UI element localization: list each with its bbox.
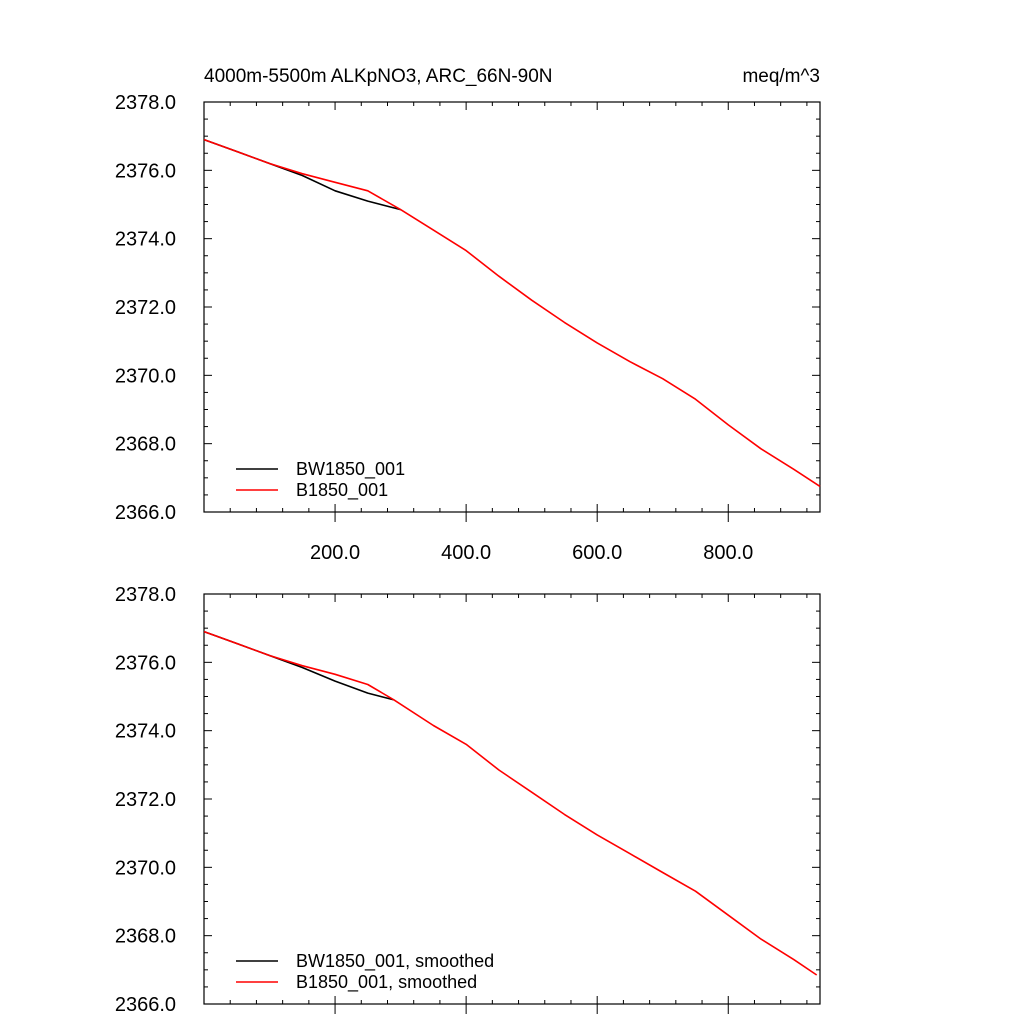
y-tick-label: 2374.0 [115,229,176,251]
y-tick-label: 2370.0 [115,365,176,387]
y-tick-label: 2376.0 [115,160,176,182]
y-tick-label: 2366.0 [115,994,176,1016]
x-tick-label: 400.0 [441,542,491,564]
y-tick-label: 2378.0 [115,584,176,606]
y-tick-label: 2368.0 [115,926,176,948]
chart-title: 4000m-5500m ALKpNO3, ARC_66N-90N [204,66,553,87]
bottom-chart-panel: 2366.0 2368.0 2370.0 2372.0 2374.0 2376.0 2378… [115,584,821,1016]
x-tick-label: 200.0 [310,542,360,564]
y-tick-label: 2378.0 [115,92,176,114]
units-label: meq/m^3 [742,66,820,87]
y-tick-label: 2372.0 [115,297,176,319]
plot-frame [203,101,821,513]
y-tick-label: 2372.0 [115,789,176,811]
x-tick-label: 600.0 [572,542,622,564]
series-line-1 [203,138,821,488]
y-tick-label: 2366.0 [115,502,176,524]
legend-label: BW1850_001 [296,459,405,480]
top-chart-panel: 4000m-5500m ALKpNO3, ARC_66N-90N meq/m^3… [115,66,821,564]
y-tick-label: 2370.0 [115,857,176,879]
x-tick-label: 800.0 [703,542,753,564]
y-tick-label: 2368.0 [115,434,176,456]
series-line-1 [203,630,818,976]
legend-label: BW1850_001, smoothed [296,951,494,972]
legend-label: B1850_001, smoothed [296,972,477,993]
y-tick-label: 2376.0 [115,652,176,674]
y-tick-label: 2374.0 [115,721,176,743]
legend-label: B1850_001 [296,480,388,501]
plot-frame [203,593,821,1005]
